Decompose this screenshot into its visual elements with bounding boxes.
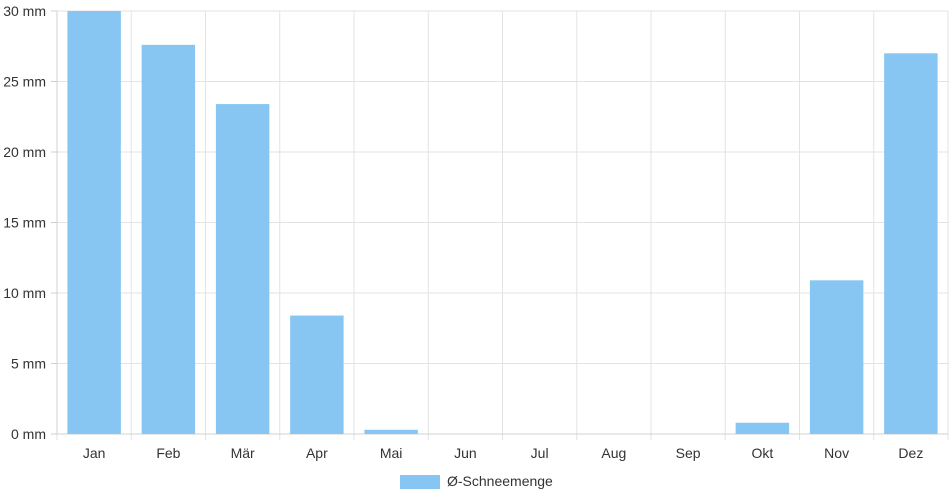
bar-jan[interactable] xyxy=(67,11,121,434)
x-tick-label: Jun xyxy=(454,445,477,461)
x-tick-label: Jan xyxy=(83,445,106,461)
bar-dez[interactable] xyxy=(884,53,938,435)
bar-apr[interactable] xyxy=(290,315,344,434)
x-tick-label: Nov xyxy=(824,445,849,461)
x-tick-label: Okt xyxy=(751,445,773,461)
bar-mai[interactable] xyxy=(364,429,418,434)
x-tick-label: Mai xyxy=(380,445,403,461)
bar-feb[interactable] xyxy=(141,44,196,435)
y-tick-label: 25 mm xyxy=(3,74,46,90)
y-tick-label: 10 mm xyxy=(3,285,46,301)
x-tick-label: Dez xyxy=(898,445,923,461)
x-tick-label: Feb xyxy=(156,445,180,461)
y-tick-label: 30 mm xyxy=(3,3,46,19)
bar-okt[interactable] xyxy=(735,422,790,434)
y-tick-label: 20 mm xyxy=(3,144,46,160)
axes xyxy=(51,10,948,435)
x-tick-label: Jul xyxy=(531,445,549,461)
legend-swatch xyxy=(400,475,440,489)
x-tick-label: Mär xyxy=(231,445,255,461)
legend[interactable]: Ø-Schneemenge xyxy=(400,473,553,489)
y-tick-label: 0 mm xyxy=(11,426,46,442)
y-tick-label: 5 mm xyxy=(11,356,46,372)
bar-mär[interactable] xyxy=(215,104,270,434)
x-tick-label: Aug xyxy=(601,445,626,461)
grid-lines xyxy=(56,10,949,440)
x-axis-labels: Jan Feb Mär Apr Mai Jun Jul Aug Sep Okt Nov Dez xyxy=(83,445,923,461)
x-tick-label: Apr xyxy=(306,445,328,461)
bar-nov[interactable] xyxy=(809,280,864,434)
y-tick-label: 15 mm xyxy=(3,215,46,231)
bars xyxy=(67,11,938,435)
x-tick-label: Sep xyxy=(676,445,701,461)
y-axis-labels: 0 mm 5 mm 10 mm 15 mm 20 mm 25 mm 30 mm xyxy=(3,3,46,442)
legend-label: Ø-Schneemenge xyxy=(447,473,553,489)
